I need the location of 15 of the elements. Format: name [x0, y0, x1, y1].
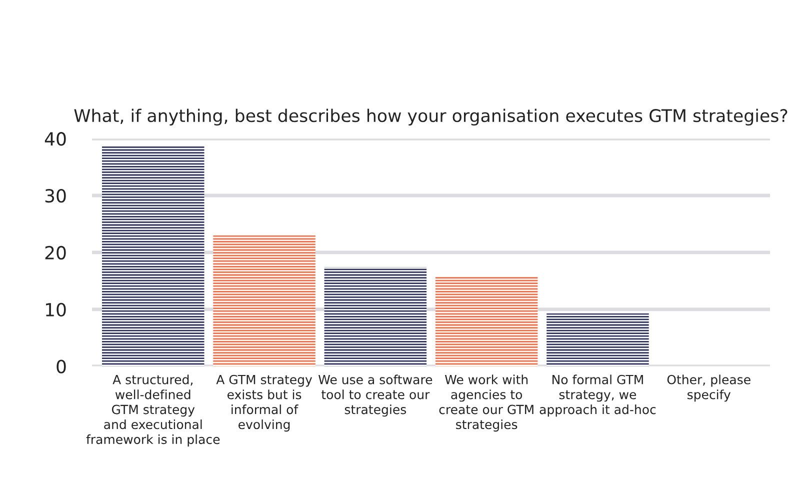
chart-title: What, if anything, best describes how your organisation executes GTM strategies?: [74, 108, 788, 126]
y-tick-label: 0: [56, 360, 66, 374]
x-tick-label: Other, please specify: [667, 374, 750, 402]
bar: [324, 267, 427, 366]
bar: [102, 146, 204, 366]
bar: [546, 313, 649, 366]
x-tick-label: No formal GTM strategy, we approach it ad-hoc: [540, 374, 656, 417]
y-tick-label: 10: [46, 302, 66, 316]
bar: [213, 235, 316, 366]
bar: [435, 276, 538, 366]
x-tick-label: We work with agencies to create our GTM strategies: [439, 374, 534, 432]
y-tick-label: 40: [44, 132, 66, 146]
y-tick-label: 30: [45, 188, 66, 203]
x-tick-label: We use a software tool to create our strategies: [318, 374, 432, 417]
y-tick-label: 20: [45, 246, 66, 260]
